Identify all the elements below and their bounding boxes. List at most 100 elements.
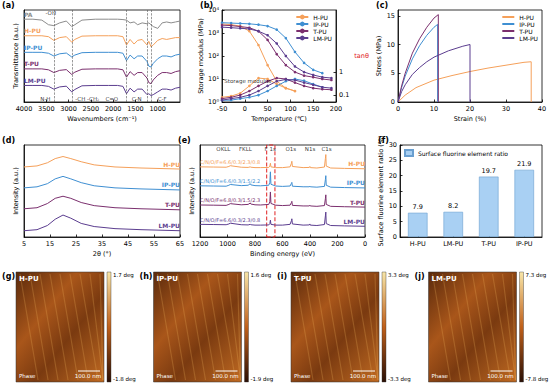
svg-text:5: 5 (22, 240, 26, 248)
svg-text:30: 30 (502, 105, 510, 113)
svg-text:Stress (MPa): Stress (MPa) (375, 36, 383, 76)
svg-text:45: 45 (124, 240, 132, 248)
svg-text:50: 50 (263, 105, 271, 113)
svg-text:-1.9 deg: -1.9 deg (251, 376, 274, 383)
svg-text:100.0 nm: 100.0 nm (487, 373, 513, 379)
svg-text:Strain (%): Strain (%) (454, 115, 487, 123)
svg-text:1.7 deg: 1.7 deg (113, 272, 134, 279)
svg-text:0: 0 (396, 105, 400, 113)
svg-text:H-PU: H-PU (19, 275, 39, 283)
svg-text:Intensity (a.u.): Intensity (a.u.) (188, 167, 196, 215)
svg-text:600: 600 (276, 240, 288, 248)
svg-text:10: 10 (387, 41, 395, 49)
svg-text:100.0 nm: 100.0 nm (350, 373, 376, 379)
svg-text:30: 30 (389, 141, 397, 149)
svg-text:(i): (i) (277, 272, 287, 281)
svg-text:19.7: 19.7 (482, 167, 496, 175)
svg-text:(c): (c) (376, 1, 388, 10)
svg-text:-OH: -OH (45, 10, 56, 16)
svg-text:(h): (h) (140, 272, 153, 281)
svg-text:IP-PU: IP-PU (347, 179, 365, 186)
svg-text:10: 10 (430, 105, 438, 113)
svg-text:O1s: O1s (285, 146, 296, 152)
svg-text:LM-PU: LM-PU (158, 222, 180, 229)
svg-text:LM-PU: LM-PU (313, 35, 332, 42)
svg-text:-3.3 deg: -3.3 deg (388, 376, 411, 383)
svg-text:C-F: C-F (158, 96, 167, 102)
svg-text:Surface fluorine element ratio: Surface fluorine element ratio (%) (377, 136, 385, 247)
svg-text:C/N/O/F=6.6/0.3/1.5/2.2: C/N/O/F=6.6/0.3/1.5/2.2 (200, 178, 260, 184)
svg-text:N-H: N-H (40, 96, 50, 102)
svg-text:OKLL: OKLL (216, 146, 231, 152)
svg-text:Storage modulus: Storage modulus (224, 78, 271, 85)
svg-text:25: 25 (72, 240, 80, 248)
svg-text:Phase: Phase (157, 373, 174, 379)
svg-text:150: 150 (307, 105, 319, 113)
svg-text:C/N/O/F=6.8/0.3/1.5/2.3: C/N/O/F=6.8/0.3/1.5/2.3 (200, 197, 260, 203)
svg-text:N1s: N1s (305, 146, 316, 152)
svg-text:LM-PU: LM-PU (24, 77, 46, 84)
svg-text:(d): (d) (2, 136, 15, 145)
svg-text:10¹: 10¹ (208, 75, 219, 83)
svg-text:LM-PU: LM-PU (519, 35, 538, 42)
svg-text:200: 200 (331, 240, 343, 248)
svg-text:C-N: C-N (132, 96, 142, 102)
svg-text:LM-PU: LM-PU (343, 218, 365, 225)
svg-text:LM-PU: LM-PU (443, 240, 463, 248)
svg-text:2000: 2000 (105, 105, 122, 113)
svg-text:0.1: 0.1 (339, 91, 349, 99)
svg-text:55: 55 (150, 240, 158, 248)
svg-text:-1.8 deg: -1.8 deg (113, 376, 136, 383)
svg-text:10²: 10² (208, 52, 219, 60)
svg-text:3000: 3000 (60, 105, 77, 113)
svg-text:0: 0 (243, 105, 247, 113)
svg-text:Intensity (a.u.): Intensity (a.u.) (12, 167, 20, 215)
svg-text:C=O: C=O (105, 96, 118, 102)
svg-text:20: 20 (389, 172, 397, 180)
svg-text:3.3 deg: 3.3 deg (388, 272, 409, 279)
svg-text:H-PU: H-PU (313, 14, 328, 21)
svg-text:H-PU: H-PU (348, 160, 365, 167)
svg-text:LM-PU: LM-PU (432, 275, 457, 283)
svg-text:IP-PU: IP-PU (162, 181, 180, 188)
svg-text:Surface fluorine element ratio: Surface fluorine element ratio (418, 150, 508, 157)
svg-text:10⁴: 10⁴ (208, 6, 219, 14)
svg-text:Transmittance (a.u.): Transmittance (a.u.) (12, 23, 20, 89)
svg-text:100.0 nm: 100.0 nm (75, 373, 101, 379)
svg-text:1500: 1500 (127, 105, 144, 113)
svg-text:35: 35 (98, 240, 106, 248)
svg-text:4000: 4000 (16, 105, 33, 113)
svg-text:T-PU: T-PU (518, 28, 532, 35)
svg-text:800: 800 (249, 240, 261, 248)
svg-text:1: 1 (339, 68, 343, 76)
svg-text:1200: 1200 (192, 240, 209, 248)
svg-text:IP-PU: IP-PU (24, 44, 42, 51)
svg-text:C/N/O/F=6.6/0.3/2.3/0.8: C/N/O/F=6.6/0.3/2.3/0.8 (200, 159, 260, 165)
svg-text:65: 65 (176, 240, 184, 248)
svg-text:2θ (°): 2θ (°) (93, 250, 112, 258)
svg-text:5: 5 (391, 69, 395, 77)
svg-text:10³: 10³ (208, 29, 219, 37)
svg-text:15: 15 (389, 187, 397, 195)
svg-text:T-PU: T-PU (24, 60, 39, 67)
svg-text:1000: 1000 (219, 240, 236, 248)
svg-text:400: 400 (304, 240, 316, 248)
svg-text:tanθ: tanθ (354, 52, 369, 60)
svg-text:T-PU: T-PU (312, 28, 326, 35)
svg-text:-50: -50 (217, 105, 228, 113)
svg-text:10: 10 (389, 202, 397, 210)
svg-text:(a): (a) (2, 1, 15, 10)
svg-text:FKLL: FKLL (239, 146, 253, 152)
svg-text:0: 0 (393, 233, 397, 241)
svg-text:40: 40 (538, 105, 546, 113)
svg-text:100: 100 (284, 105, 296, 113)
svg-text:C1s: C1s (321, 146, 331, 152)
svg-text:(j): (j) (415, 272, 425, 281)
svg-text:IP-PU: IP-PU (519, 21, 534, 28)
svg-text:T-PU: T-PU (165, 201, 180, 208)
svg-text:0: 0 (363, 240, 367, 248)
svg-text:Phase: Phase (19, 373, 36, 379)
svg-text:H-PU: H-PU (519, 14, 534, 21)
svg-text:0: 0 (391, 98, 395, 106)
svg-text:IP-PU: IP-PU (313, 21, 328, 28)
